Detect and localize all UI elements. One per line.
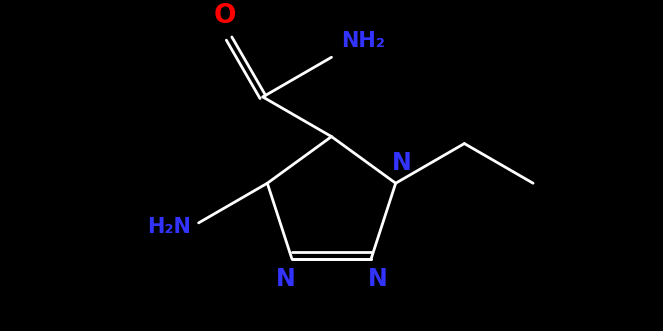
Text: H₂N: H₂N (147, 217, 191, 237)
Text: N: N (368, 266, 387, 291)
Text: N: N (392, 151, 412, 175)
Text: O: O (214, 3, 237, 29)
Text: NH₂: NH₂ (341, 31, 385, 51)
Text: N: N (276, 266, 295, 291)
